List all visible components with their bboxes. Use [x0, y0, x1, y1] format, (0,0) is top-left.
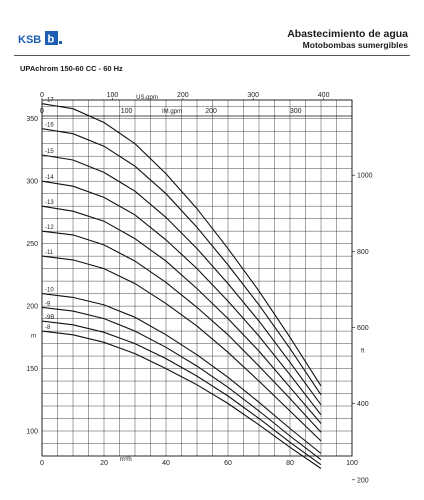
im-gpm-tick-label: 100	[121, 108, 133, 115]
x-tick-label: 60	[224, 460, 232, 467]
x-tick-label: 80	[286, 460, 294, 467]
curve-label: -14	[45, 175, 54, 181]
curve-label: -10	[45, 288, 54, 294]
pump-curve-stage-16	[41, 128, 322, 396]
pump-curve-stage-14	[41, 180, 322, 416]
curve-label: -15	[45, 149, 54, 155]
ft-axis-unit: ft	[361, 348, 365, 354]
im-gpm-tick-label: 300	[290, 108, 302, 115]
us-gpm-tick-label: 200	[177, 92, 189, 99]
curve-label: -8	[45, 325, 51, 331]
us-gpm-tick-label: 0	[40, 92, 44, 99]
chart-title: UPAchrom 150-60 CC - 60 Hz	[20, 64, 123, 73]
x-tick-label: 20	[100, 460, 108, 467]
curve-label: -9B	[45, 315, 54, 321]
y-axis-unit: m	[31, 333, 36, 339]
pump-curve-stage-9	[41, 306, 322, 461]
curve-label: -12	[45, 225, 54, 231]
us-gpm-tick-label: 300	[247, 92, 259, 99]
pump-curve-stage-13	[41, 205, 322, 424]
im-gpm-axis-label: IM.gpm	[162, 109, 182, 115]
y-tick-label: 300	[26, 179, 38, 186]
x-tick-label: 0	[40, 460, 44, 467]
ft-tick-label: 600	[357, 325, 369, 332]
svg-text:b: b	[48, 34, 55, 46]
pump-curve-stage-12	[41, 230, 322, 433]
ft-tick-label: 400	[357, 401, 369, 408]
y-tick-label: 350	[26, 116, 38, 123]
header-subtitle: Motobombas sumergibles	[302, 40, 408, 50]
y-tick-label: 150	[26, 366, 38, 373]
plot-frame	[41, 99, 353, 457]
us-gpm-tick-label: 400	[318, 92, 330, 99]
ksb-logo-text: KSB	[18, 34, 41, 46]
curve-label: -11	[45, 250, 54, 256]
ft-tick-label: 200	[357, 477, 369, 484]
pump-curve-stage-9B	[41, 320, 322, 466]
us-gpm-tick-label: 100	[107, 92, 119, 99]
ft-tick-label: 1000	[357, 173, 373, 180]
pump-curve-stage-11	[41, 255, 322, 442]
pump-curve-stage-10	[41, 293, 322, 454]
x-tick-label: 40	[162, 460, 170, 467]
x-tick-label: 100	[346, 460, 358, 467]
curve-label: -16	[45, 123, 54, 129]
pump-curve-stage-8	[41, 330, 322, 469]
y-tick-label: 250	[26, 241, 38, 248]
ft-tick-label: 800	[357, 249, 369, 256]
us-gpm-axis-label: US.gpm	[136, 95, 158, 101]
pump-curve-stage-15	[41, 154, 322, 406]
curve-label: -13	[45, 200, 54, 206]
im-gpm-tick-label: 200	[205, 108, 217, 115]
curve-label: -9	[45, 301, 51, 307]
curve-label: -17	[45, 98, 54, 104]
ksb-logo: KSB b	[18, 30, 66, 48]
pump-curve-stage-17	[41, 103, 322, 387]
x-axis-unit: m³/h	[120, 457, 132, 463]
header-divider	[14, 55, 410, 56]
header-title: Abastecimiento de agua	[287, 28, 408, 40]
y-tick-label: 100	[26, 429, 38, 436]
im-gpm-tick-label: 0	[40, 108, 44, 115]
y-tick-label: 200	[26, 304, 38, 311]
